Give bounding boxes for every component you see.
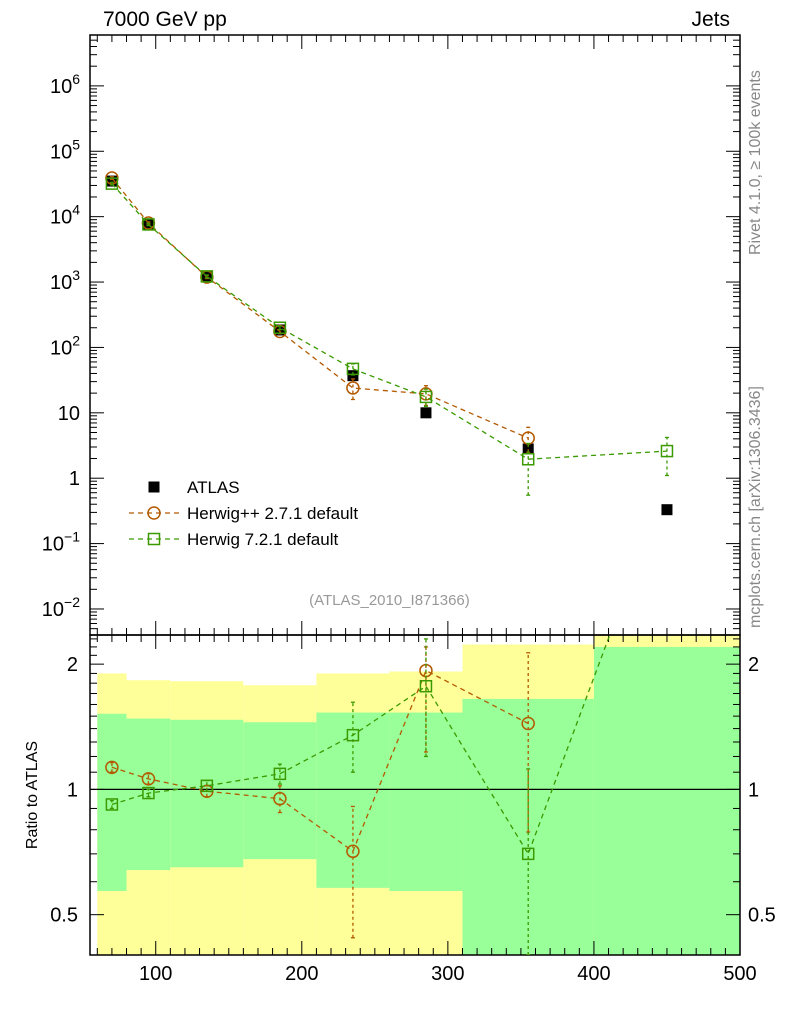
data-point xyxy=(521,452,535,466)
data-point xyxy=(521,431,535,445)
ratio-panel-frame xyxy=(89,634,741,956)
series-line-2 xyxy=(111,183,668,460)
y-tick-label: 1 xyxy=(69,468,80,490)
band-green-3 xyxy=(243,722,317,860)
ratio-y-tick-label: 2 xyxy=(67,654,78,676)
ratio-point xyxy=(105,760,119,775)
ratio-point xyxy=(419,679,433,693)
axis-ticks xyxy=(90,34,741,956)
y-tick-label: 10−1 xyxy=(42,529,80,556)
ratio-y-tick-label-right: 0.5 xyxy=(748,905,776,927)
y-tick-label: 102 xyxy=(50,332,80,359)
legend: ATLAS Herwig++ 2.7.1 default Herwig 7.2.1 … xyxy=(129,478,358,549)
legend-label: ATLAS xyxy=(187,478,240,497)
x-tick-label: 200 xyxy=(285,963,318,985)
legend-marker xyxy=(148,481,160,493)
x-tick-label: 400 xyxy=(577,963,610,985)
legend-marker xyxy=(147,532,161,546)
band-green-7 xyxy=(593,646,740,955)
ratio-point xyxy=(141,772,156,786)
ratio-series-0 xyxy=(105,646,535,939)
ratio-point xyxy=(200,779,214,793)
data-point xyxy=(522,443,534,455)
data-point xyxy=(419,390,433,404)
data-point xyxy=(660,444,674,458)
ratio-point xyxy=(521,716,535,731)
legend-label: Herwig 7.2.1 default xyxy=(187,530,338,549)
series-0 xyxy=(106,175,673,516)
data-point xyxy=(273,321,287,334)
ratio-y-tick-label: 0.5 xyxy=(50,905,78,927)
ratio-series-1 xyxy=(105,476,672,955)
x-tick-label: 100 xyxy=(139,963,172,985)
legend-label: Herwig++ 2.7.1 default xyxy=(187,504,358,523)
rivet-version-label: Rivet 4.1.0, ≥ 100k events xyxy=(747,70,764,255)
series-2 xyxy=(105,177,674,496)
data-point xyxy=(661,504,673,516)
ratio-point xyxy=(346,728,360,742)
data-point xyxy=(200,270,214,283)
ratio-point xyxy=(521,847,535,861)
legend-marker xyxy=(147,506,161,520)
chart-title-left: 7000 GeV pp xyxy=(103,8,227,31)
ratio-uncertainty-bands xyxy=(97,635,740,955)
data-point xyxy=(347,370,359,382)
source-label: mcplots.cern.ch [arXiv:1306.3436] xyxy=(747,386,764,628)
ratio-line-1 xyxy=(111,635,611,856)
data-point xyxy=(346,381,360,395)
y-tick-label: 10−2 xyxy=(42,594,80,621)
ratio-point xyxy=(142,786,155,800)
x-tick-label: 500 xyxy=(723,963,756,985)
y-tick-label: 10 xyxy=(58,403,80,425)
series-line-1 xyxy=(111,177,529,439)
band-green-2 xyxy=(170,719,244,868)
data-point xyxy=(106,175,118,187)
ratio-point xyxy=(105,798,119,811)
ratio-point xyxy=(273,767,287,781)
data-point xyxy=(346,362,360,376)
ratio-y-axis-label: Ratio to ATLAS xyxy=(24,741,41,849)
data-point xyxy=(142,218,155,231)
chart-title-right: Jets xyxy=(691,8,730,31)
series-1 xyxy=(105,171,535,453)
ratio-y-tick-label-right: 1 xyxy=(748,779,759,801)
band-green-4 xyxy=(316,712,390,888)
ratio-point xyxy=(346,844,360,859)
x-tick-label: 300 xyxy=(431,963,464,985)
data-point xyxy=(105,177,119,190)
data-point xyxy=(420,407,432,419)
y-tick-label: 106 xyxy=(50,71,80,98)
y-tick-label: 103 xyxy=(50,267,80,294)
y-tick-label: 104 xyxy=(50,202,80,229)
ratio-y-tick-label: 1 xyxy=(67,779,78,801)
ratio-y-tick-label-right: 2 xyxy=(748,654,759,676)
ratio-point xyxy=(661,476,672,487)
ratio-point xyxy=(273,791,287,806)
y-tick-label: 105 xyxy=(50,136,80,163)
analysis-label: (ATLAS_2010_I871366) xyxy=(309,592,470,609)
